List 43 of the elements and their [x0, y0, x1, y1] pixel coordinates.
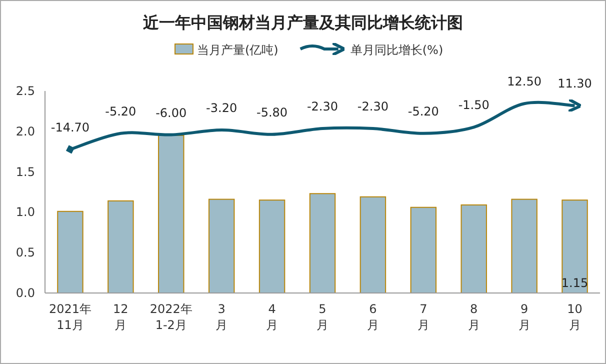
data-label: 11.30: [558, 76, 592, 91]
bar: [258, 200, 286, 294]
bar: [360, 196, 386, 294]
bar: [562, 200, 588, 294]
bar: [511, 198, 538, 294]
data-label: -5.80: [256, 105, 288, 120]
data-label: -3.20: [206, 101, 238, 116]
x-tick-label: 8 月: [468, 302, 480, 332]
chart-title: 近一年中国钢材当月产量及其同比增长统计图: [142, 13, 463, 32]
legend-label: 单月同比增长(%): [350, 43, 444, 57]
data-label: -2.30: [357, 100, 388, 114]
x-tick-label: 9 月: [518, 302, 530, 332]
x-tick-label: 3 月: [216, 302, 228, 332]
bar: [108, 200, 134, 294]
data-label: -2.30: [306, 100, 338, 114]
bar: [158, 134, 184, 294]
bar: [208, 198, 235, 294]
x-tick-label: 7 月: [417, 302, 430, 332]
legend-label: 当月产量(亿吨): [197, 43, 278, 57]
bar: [57, 210, 84, 294]
y-tick-label: 1.0: [16, 205, 35, 220]
y-tick-label: 2.0: [16, 124, 35, 138]
data-label: -6.00: [156, 106, 187, 120]
x-tick-label: 12 月: [113, 302, 128, 332]
bar: [309, 193, 336, 294]
data-label: -5.20: [105, 104, 136, 118]
y-tick-label: 2.5: [16, 84, 35, 98]
bar: [460, 204, 487, 294]
data-label: 1.15: [561, 276, 588, 290]
data-label: -5.20: [408, 104, 439, 118]
x-tick-label: 6 月: [366, 302, 379, 332]
x-tick-label: 2022年 1-2月: [150, 302, 192, 332]
bar: [410, 206, 437, 294]
data-label: -14.70: [50, 120, 90, 134]
x-tick-label: 10 月: [567, 302, 582, 332]
y-tick-label: 0.5: [16, 246, 35, 260]
y-tick-label: 0.0: [16, 286, 35, 300]
data-label: 12.50: [507, 74, 542, 89]
data-label: -1.50: [458, 98, 490, 112]
y-tick-label: 1.5: [16, 164, 35, 179]
x-tick-label: 4 月: [266, 302, 278, 332]
x-tick-label: 2021年 11月: [48, 302, 92, 332]
x-tick-label: 5 月: [316, 302, 328, 332]
